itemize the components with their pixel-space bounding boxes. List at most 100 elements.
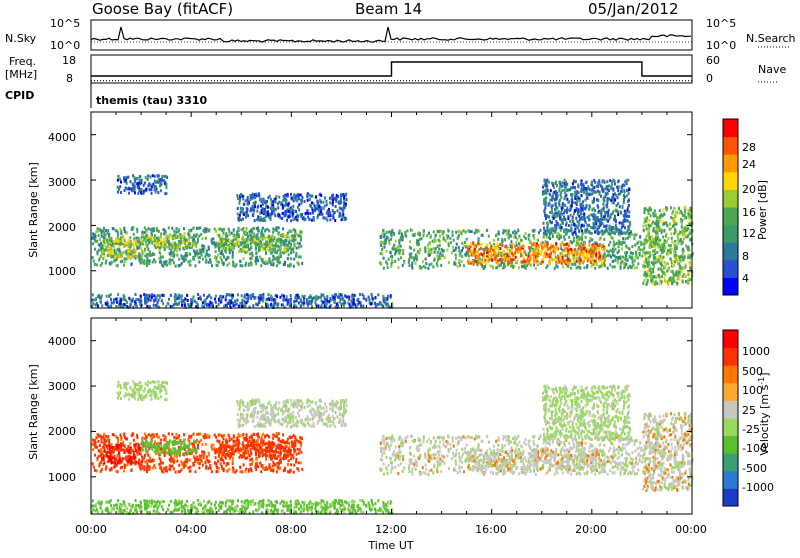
power-cell	[141, 240, 143, 243]
power-cell	[417, 232, 419, 235]
power-cell	[284, 263, 286, 266]
power-cell	[203, 230, 205, 233]
power-cell	[231, 246, 233, 249]
power-cell	[163, 175, 165, 178]
power-cell	[528, 246, 530, 249]
power-cell	[286, 303, 288, 306]
power-cell	[334, 293, 336, 296]
power-cell	[614, 192, 616, 195]
power-cell	[252, 293, 254, 296]
power-cell	[275, 201, 277, 204]
nave-tick-top: 60	[706, 54, 720, 67]
power-cell	[183, 257, 185, 260]
power-cell	[328, 213, 330, 216]
power-cell	[669, 257, 671, 260]
power-cell	[562, 181, 564, 184]
power-cell	[160, 189, 162, 192]
power-cell	[411, 256, 413, 259]
power-cell	[561, 189, 563, 192]
power-cell	[257, 205, 259, 208]
power-cell	[637, 262, 639, 265]
power-cell	[282, 207, 284, 210]
power-cell	[549, 253, 551, 256]
power-cell	[248, 262, 250, 265]
power-cell	[147, 178, 149, 181]
power-cell	[533, 252, 535, 255]
power-cell	[680, 239, 682, 242]
power-cell	[123, 264, 125, 267]
power-cell	[136, 177, 138, 180]
power-cell	[483, 267, 485, 270]
power-cell	[601, 248, 603, 251]
power-cell	[310, 205, 312, 208]
power-cell	[118, 245, 120, 248]
power-cell	[293, 197, 295, 200]
power-cell	[253, 209, 255, 212]
power-cell	[666, 224, 668, 227]
power-cell	[247, 196, 249, 199]
power-cell	[503, 251, 505, 254]
power-cell	[563, 235, 565, 238]
power-cell	[663, 213, 665, 216]
power-cell	[157, 301, 159, 304]
power-cell	[553, 258, 555, 261]
power-cell	[668, 281, 670, 284]
power-cell	[139, 179, 141, 182]
power-cell	[359, 293, 361, 296]
power-cell	[624, 241, 626, 244]
power-cell	[135, 293, 137, 296]
power-cell	[690, 239, 692, 242]
power-cell	[165, 186, 167, 189]
power-cell	[677, 239, 679, 242]
power-cell	[282, 298, 284, 301]
power-cell	[652, 221, 654, 224]
power-cell	[677, 277, 679, 280]
power-cell	[577, 209, 579, 212]
power-cell	[196, 227, 198, 230]
power-cell	[688, 281, 690, 284]
power-cell	[344, 218, 346, 221]
power-cell	[239, 260, 241, 263]
power-cell	[424, 248, 426, 251]
power-cell	[307, 209, 309, 212]
power-cell	[150, 184, 152, 187]
power-cell	[226, 235, 228, 238]
power-cell	[588, 218, 590, 221]
power-cell	[604, 187, 606, 190]
power-cell	[216, 233, 218, 236]
power-cell	[536, 247, 538, 250]
power-cell	[146, 305, 148, 308]
power-cell	[402, 249, 404, 252]
power-cell	[152, 174, 154, 177]
power-cell	[619, 192, 621, 195]
power-cell	[626, 251, 628, 254]
power-cell	[569, 242, 571, 245]
power-cell	[622, 237, 624, 240]
power-cell	[669, 223, 671, 226]
power-cell	[250, 229, 252, 232]
power-cell	[600, 220, 602, 223]
power-cell	[334, 197, 336, 200]
power-cell	[317, 304, 319, 307]
power-cell	[491, 259, 493, 262]
power-cell	[564, 197, 566, 200]
power-cell	[471, 262, 473, 265]
power-cell	[678, 208, 680, 211]
power-cell	[654, 283, 656, 286]
power-cell	[137, 255, 139, 258]
power-cell	[549, 233, 551, 236]
power-cell	[543, 179, 545, 182]
power-cell	[603, 238, 605, 241]
power-cell	[518, 242, 520, 245]
power-cell	[622, 205, 624, 208]
power-cell	[576, 239, 578, 242]
power-cell	[652, 212, 654, 215]
power-cell	[136, 247, 138, 250]
power-cell	[342, 208, 344, 211]
power-cell	[548, 181, 550, 184]
power-cell	[670, 206, 672, 209]
power-cell	[166, 245, 168, 248]
power-cell	[220, 252, 222, 255]
power-cell	[161, 175, 163, 178]
power-cell	[646, 262, 648, 265]
